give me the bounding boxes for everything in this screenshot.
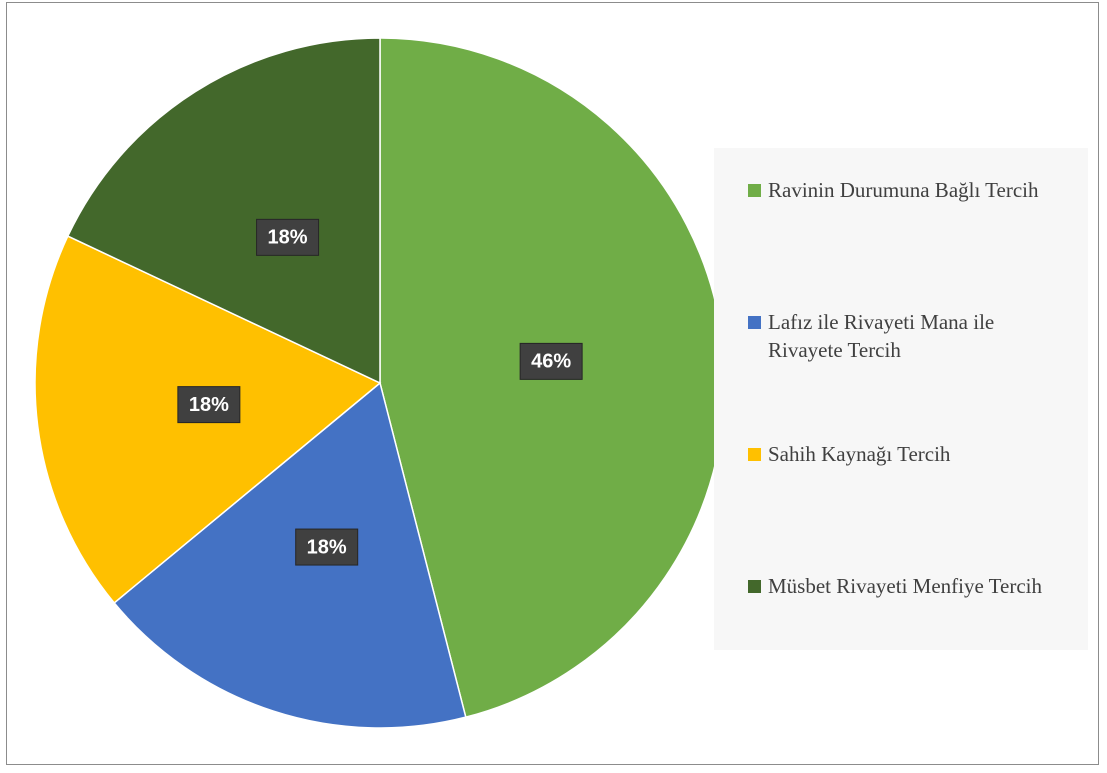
- legend-entry: Sahih Kaynağı Tercih: [748, 440, 1068, 572]
- legend-entry: Lafız ile Rivayeti Mana ile Rivayete Ter…: [748, 308, 1068, 440]
- legend-swatch: [748, 316, 761, 329]
- pie-slice: [66, 37, 381, 385]
- data-label-box: [177, 386, 241, 424]
- data-label: 18%: [189, 394, 229, 416]
- legend-label: Müsbet Rivayeti Menfiye Tercih: [768, 574, 1042, 598]
- data-label-box: [295, 528, 359, 566]
- data-label-box: [256, 218, 320, 256]
- data-label: 18%: [268, 227, 308, 249]
- legend-label: Ravinin Durumuna Bağlı Tercih: [768, 178, 1039, 202]
- legend-entry: Ravinin Durumuna Bağlı Tercih: [748, 176, 1068, 308]
- legend-label: Lafız ile Rivayeti Mana ile Rivayete Ter…: [768, 310, 995, 362]
- data-label: 18%: [307, 536, 347, 558]
- legend-swatch: [748, 448, 761, 461]
- legend-swatch: [748, 580, 761, 593]
- chart-border: [6, 2, 1099, 765]
- legend-entry: Müsbet Rivayeti Menfiye Tercih: [748, 572, 1068, 704]
- pie-slice: [113, 381, 467, 729]
- legend-swatch: [748, 184, 761, 197]
- data-label: 46%: [531, 351, 571, 373]
- legend-label: Sahih Kaynağı Tercih: [768, 442, 951, 466]
- legend: Ravinin Durumuna Bağlı Tercih Lafız ile R…: [714, 148, 1088, 650]
- data-label-box: [519, 342, 583, 380]
